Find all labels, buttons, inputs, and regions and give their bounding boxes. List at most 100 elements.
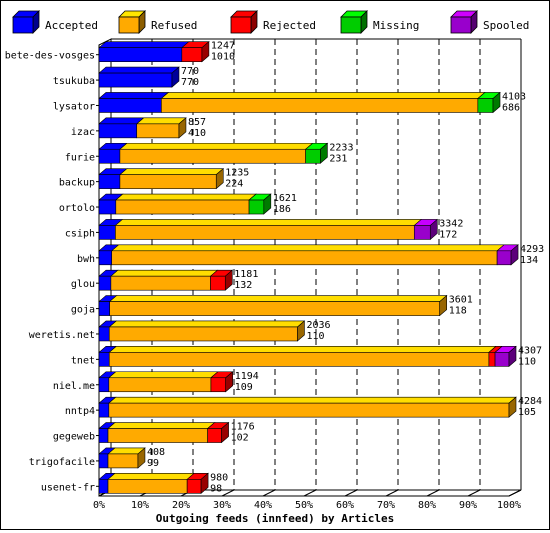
row-accepted-ortolo: 186 [273,204,291,215]
bar-lysator-missing [477,98,494,113]
legend-swatch-spooled [450,16,472,34]
row-total-bwh: 4293 [520,244,544,255]
bar-weretis-net-refused [108,326,298,342]
bar-tnet-accepted [98,352,110,367]
bar-csiph-refused-top [114,219,423,226]
x-tick-90 [467,489,481,497]
legend-swatch-rejected [230,16,252,34]
row-label-tsukuba: tsukuba [53,76,95,87]
x-tick-50 [303,489,317,497]
bar-lysator-accepted-top [98,92,170,99]
row-accepted-weretis-net: 110 [306,331,324,342]
bar-tsukuba-accepted-top [98,66,180,74]
bar-ortolo-missing [248,199,265,215]
row-accepted-bwh: 134 [520,255,538,266]
row-total-weretis-net: 2036 [306,320,330,331]
bar-glou-refused [110,275,211,291]
bar-glou-rejected [210,275,226,291]
row-accepted-furie: 231 [329,153,347,164]
row-accepted-bete-des-vosges: 1010 [211,52,235,63]
bar-niel-me-accepted [98,377,110,393]
bar-backup-refused [119,174,217,189]
bar-trigofacile-refused [107,453,139,469]
bar-glou-side [224,269,233,291]
x-tick-100 [508,489,522,497]
row-label-niel-me: niel.me [53,381,95,392]
x-tick-label-20: 20% [172,500,190,511]
x-tick-70 [385,489,399,497]
bar-usenet-fr-refused-top [107,473,195,480]
row-total-csiph: 3342 [439,218,463,229]
bar-niel-me-refused-top [108,371,219,379]
bar-glou-refused-top [110,269,219,277]
bar-bete-des-vosges-rejected [181,47,203,62]
bar-tnet-spooled [494,352,510,367]
x-tick-label-10: 10% [131,500,149,511]
row-label-trigofacile: trigofacile [29,457,95,468]
bar-tnet-refused [108,352,490,367]
x-tick-40 [262,489,276,497]
row-label-bete-des-vosges: bete-des-vosges [5,51,95,62]
legend-label-rejected: Rejected [263,19,316,32]
row-total-furie: 2233 [329,142,353,153]
row-total-gegeweb: 1176 [231,422,255,433]
row-label-csiph: csiph [65,228,95,239]
row-accepted-csiph: 172 [439,229,457,240]
bar-tsukuba-accepted [98,72,173,88]
legend-swatch-accepted [12,16,34,34]
row-label-izac: izac [71,127,95,138]
bar-niel-me-side [225,371,233,393]
legend-swatch-missing [340,16,362,34]
bar-usenet-fr-rejected [186,479,202,494]
legend-swatch-refused [118,16,140,34]
bar-nntp4-side [508,396,517,418]
bar-lysator-side [492,91,501,114]
row-accepted-lysator: 686 [502,102,520,113]
bar-csiph-spooled [413,225,431,240]
bar-izac-accepted-top [98,117,145,125]
bar-goja-side [439,294,448,317]
row-accepted-izac: 410 [188,128,206,139]
bar-csiph-accepted [98,225,116,240]
legend-label-accepted: Accepted [45,19,98,32]
bar-bwh-side [510,244,519,266]
bar-bwh-spooled [496,250,512,266]
bar-weretis-net-accepted [98,326,110,342]
bar-ortolo-refused [115,199,250,215]
bar-bete-des-vosges-side [201,41,210,63]
row-label-ortolo: ortolo [59,203,95,214]
row-total-bete-des-vosges: 1247 [211,41,235,52]
bar-glou-accepted [98,275,112,291]
bar-tnet-refused-top [108,346,497,353]
bar-trigofacile-side [137,447,146,469]
legend-label-missing: Missing [373,19,419,32]
bar-weretis-net-side [297,320,305,342]
bar-bwh-refused-top [110,244,505,252]
legend-label-spooled: Spooled [483,19,529,32]
row-label-backup: backup [59,178,95,189]
row-accepted-backup: 224 [225,179,243,190]
row-total-backup: 1235 [225,168,249,179]
bar-furie-side [320,142,328,164]
bar-csiph-side [429,218,438,241]
bar-izac-accepted [98,123,138,139]
bar-weretis-net-refused-top [108,320,306,328]
bar-furie-accepted [98,148,121,164]
bar-lysator-refused [161,98,479,113]
x-tick-label-70: 70% [377,500,395,511]
row-label-bwh: bwh [77,254,95,265]
legend-label-refused: Refused [151,19,197,32]
bar-trigofacile-accepted [98,453,109,469]
row-accepted-tsukuba: 770 [181,77,199,88]
bar-ortolo-side [263,193,272,215]
row-label-tnet: tnet [71,355,95,366]
row-total-ortolo: 1621 [273,193,297,204]
bar-usenet-fr-accepted [98,479,109,494]
row-total-goja: 3601 [449,295,473,306]
x-tick-label-60: 60% [336,500,354,511]
bar-backup-side [215,167,224,190]
bar-furie-refused-top [119,142,314,150]
bar-furie-refused [119,148,306,164]
bar-izac-side [178,117,187,139]
x-tick-label-90: 90% [459,500,477,511]
